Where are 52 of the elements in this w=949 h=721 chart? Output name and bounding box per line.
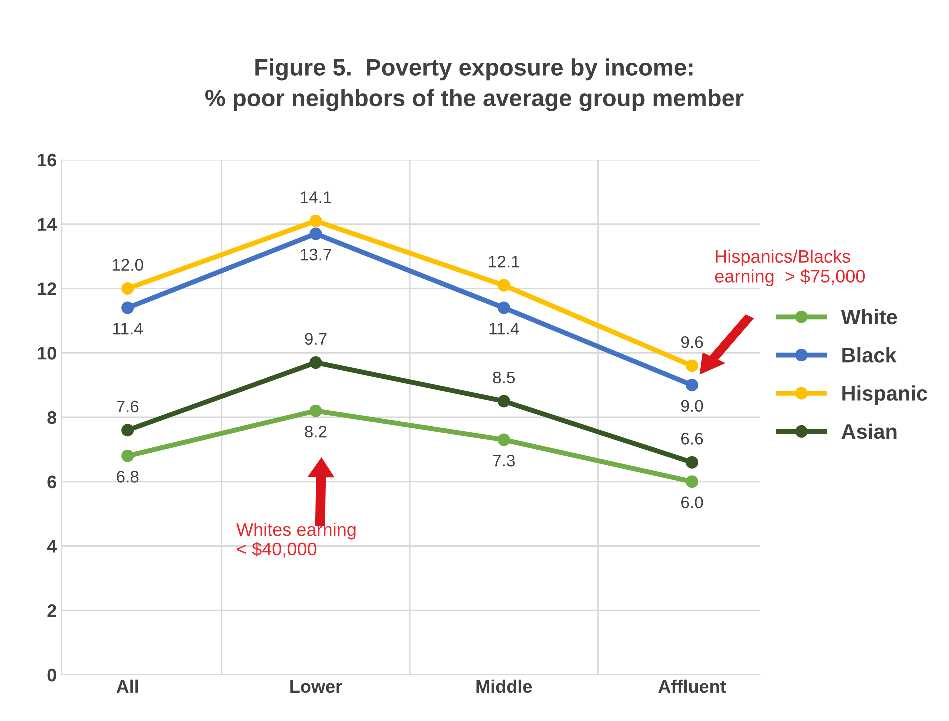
annotation: Hispanics/Blacks earning > $75,000 — [715, 250, 866, 286]
y-tick-label: 14 — [38, 218, 58, 231]
data-label: 6.0 — [682, 496, 704, 509]
annotation: Whites earning < $40,000 — [236, 522, 356, 558]
point — [686, 476, 699, 488]
data-label: 6.8 — [117, 471, 139, 483]
point — [498, 279, 510, 292]
point — [686, 379, 699, 392]
point — [122, 450, 134, 462]
data-label: 6.6 — [682, 433, 704, 445]
y-tick-label: 4 — [47, 540, 58, 553]
data-label: 9.0 — [681, 400, 704, 412]
point — [122, 302, 134, 314]
x-tick-label: Lower — [290, 680, 342, 694]
y-tick-label: 10 — [38, 347, 56, 360]
data-label: 8.5 — [493, 372, 516, 384]
legend-label: Black — [842, 348, 897, 363]
y-tick-label: 16 — [38, 154, 56, 167]
data-label: 12.1 — [489, 256, 520, 268]
point — [498, 302, 510, 314]
data-label: 11.4 — [490, 323, 520, 335]
x-tick-label: Affluent — [658, 680, 726, 694]
data-label: 8.2 — [305, 426, 327, 438]
point — [686, 456, 699, 469]
point — [122, 424, 134, 437]
data-label: 12.0 — [112, 259, 144, 271]
legend-label: White — [841, 309, 898, 325]
data-label: 9.7 — [305, 333, 327, 346]
point — [310, 404, 322, 418]
point — [310, 356, 322, 370]
data-label: 9.6 — [681, 336, 704, 348]
y-tick-label: 2 — [48, 604, 56, 618]
y-tick-label: 12 — [38, 282, 56, 296]
point — [310, 228, 322, 240]
y-tick-label: 0 — [48, 668, 56, 682]
x-tick-label: All — [116, 680, 138, 693]
chart-title: Figure 5. Poverty exposure by income: % poor neighbors of the average group member — [206, 58, 744, 112]
legend-label: Hispanic — [842, 386, 928, 406]
y-tick-label: 6 — [48, 476, 56, 489]
data-label: 14.1 — [301, 192, 332, 204]
point — [498, 434, 510, 446]
point — [686, 360, 699, 372]
legend-label: Asian — [842, 424, 897, 440]
point — [498, 395, 510, 408]
point — [122, 282, 134, 295]
data-label: 7.6 — [117, 400, 139, 413]
y-tick-label: 8 — [48, 411, 57, 424]
data-label: 11.4 — [114, 323, 143, 335]
data-label: 7.3 — [493, 454, 515, 467]
data-label: 13.7 — [301, 248, 332, 261]
x-tick-label: Middle — [476, 680, 532, 694]
point — [310, 214, 322, 228]
